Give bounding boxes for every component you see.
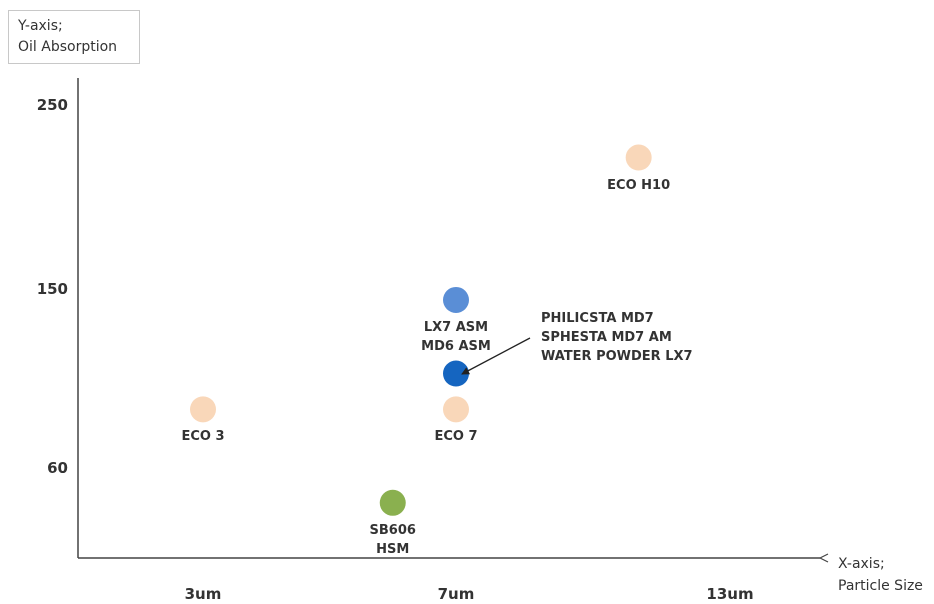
x-tick-label-7um: 7um: [437, 585, 475, 603]
point-label-line: ECO 3: [181, 429, 225, 445]
point-eco-7: [443, 396, 469, 423]
y-tick-label-150: 150: [36, 280, 68, 298]
callout-label: PHILICSTA MD7 SPHESTA MD7 AM WATER POWDE…: [541, 309, 693, 366]
point-eco-h10: [625, 144, 652, 171]
x-axis-arrow-lower: [819, 557, 829, 563]
y-tick-label-60: 60: [47, 459, 68, 477]
x-axis-arrow-upper: [819, 553, 829, 559]
point-callout: [443, 360, 469, 387]
x-axis-title: X-axis; Particle Size: [838, 553, 923, 597]
point-label-line: LX7 ASM: [423, 319, 489, 335]
point-label-sb606: SB606 HSM: [370, 521, 416, 559]
point-label-lx7-asm: LX7 ASM MD6 ASM: [421, 318, 491, 356]
x-tick-label-3um: 3um: [184, 585, 222, 603]
x-tick-label-13um: 13um: [706, 585, 754, 603]
points-layer: [190, 144, 652, 516]
callout-line-3: WATER POWDER LX7: [541, 349, 693, 364]
point-label-line: ECO 7: [434, 429, 478, 445]
callout-line-1: PHILICSTA MD7: [541, 311, 654, 326]
callout-line-2: SPHESTA MD7 AM: [541, 330, 672, 345]
callout-arrow: [461, 337, 531, 375]
point-label-eco-h10: ECO H10: [607, 176, 670, 195]
x-axis-title-line-2: Particle Size: [838, 578, 923, 594]
point-label-eco-7: ECO 7: [434, 427, 477, 446]
point-label-line: ECO H10: [607, 177, 671, 193]
point-sb606: [379, 489, 406, 516]
point-label-line: HSM: [376, 541, 410, 557]
point-label-line: SB606: [369, 522, 416, 538]
point-label-eco-3: ECO 3: [181, 427, 224, 446]
y-axis-title-line-1: Y-axis;: [18, 18, 63, 34]
point-eco-3: [190, 396, 216, 423]
point-label-line: MD6 ASM: [421, 338, 491, 354]
y-axis-title: Y-axis; Oil Absorption: [8, 10, 140, 64]
y-tick-label-250: 250: [36, 96, 68, 114]
x-axis-title-line-1: X-axis;: [838, 556, 885, 572]
point-lx7-asm: [443, 286, 469, 313]
y-axis-title-line-2: Oil Absorption: [18, 39, 118, 55]
